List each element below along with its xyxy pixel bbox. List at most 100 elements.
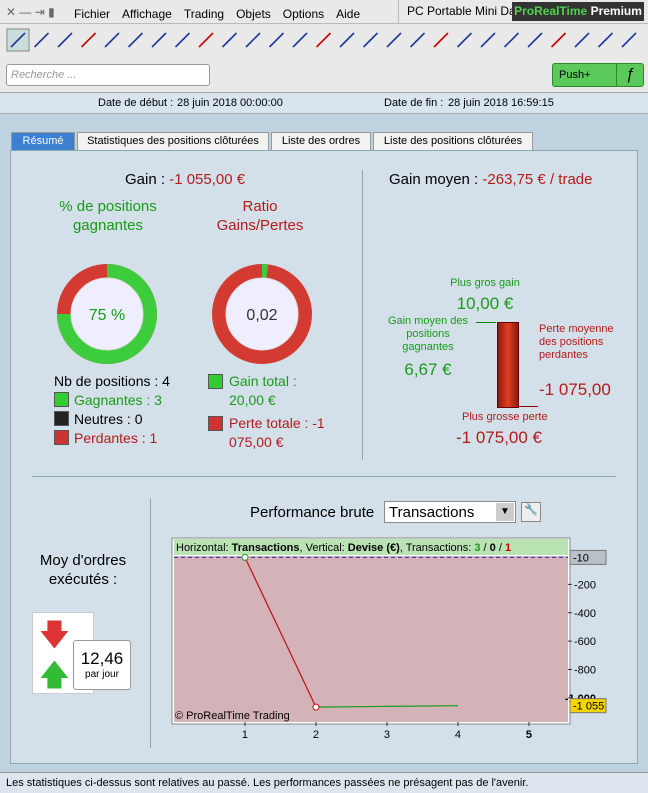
toolbar-bg (0, 24, 648, 58)
header-part: / (481, 542, 490, 554)
brand-name: ProRealTime (514, 4, 588, 18)
best-gain: 10,00 € (456, 294, 514, 313)
best-gain-label: Plus gros gain (450, 277, 520, 289)
tool-icon[interactable] (268, 32, 285, 48)
tool-icon[interactable] (57, 32, 73, 48)
tool-icon[interactable] (597, 32, 614, 48)
y-tick-label: -600 (574, 636, 596, 648)
loss-bar (497, 322, 519, 408)
avg-gain-label: Gain moyen : (389, 171, 479, 188)
header-part: Devise (€) (348, 542, 400, 554)
chart-header-text: Horizontal: Transactions, Vertical: Devi… (176, 542, 511, 554)
tool-icon[interactable] (151, 32, 167, 48)
count-wins: Gagnantes : 3 (54, 391, 170, 410)
y-tick-label: -400 (574, 608, 596, 620)
plot-area (174, 556, 568, 722)
count-total: Nb de positions : 4 (54, 373, 170, 389)
gain-pointer (476, 322, 496, 323)
toolbar (0, 24, 648, 58)
tool-icon[interactable] (33, 32, 50, 48)
tool-icon[interactable] (550, 32, 567, 48)
value-marker (569, 549, 607, 565)
menu: Fichier Affichage Trading Objets Options Aide (74, 5, 372, 23)
function-button[interactable]: ƒ (616, 63, 644, 87)
point (312, 703, 320, 711)
y-tick-label: -800 (574, 665, 596, 677)
value-marker-label: -10 (573, 552, 589, 564)
start-label: Date de début : (98, 97, 174, 109)
total-gain-text: Gain total : 20,00 € (229, 373, 297, 408)
menu-item[interactable]: Aide (336, 7, 361, 21)
tool-icon[interactable] (198, 32, 214, 48)
count-losses-text: Perdantes : 1 (74, 430, 158, 446)
chart-header (174, 539, 568, 555)
window-controls[interactable]: ✕ — ⇥ ▮ (6, 5, 55, 19)
header-part: 3 (474, 542, 480, 554)
tool-icon[interactable] (174, 32, 191, 48)
tool-icon[interactable] (574, 32, 590, 48)
push-button[interactable]: Push+ (552, 63, 620, 87)
tool-icon[interactable] (292, 32, 308, 48)
tool-icon[interactable] (10, 32, 26, 48)
tool-icon[interactable] (527, 32, 543, 48)
footer: Les statistiques ci-dessus sont relative… (0, 772, 648, 793)
tab[interactable]: Résumé (11, 132, 75, 150)
donut-center (70, 277, 144, 351)
count-neutral-text: Neutres : 0 (74, 411, 143, 427)
menu-item[interactable]: Trading (183, 7, 225, 21)
tool-icon[interactable] (386, 32, 402, 48)
total-loss: Perte totale : -1 075,00 € (208, 414, 328, 452)
end-label: Date de fin : (384, 97, 444, 109)
count-neutral: Neutres : 0 (54, 410, 170, 429)
x-tick-label: 1 (242, 729, 248, 741)
tool-icon[interactable] (80, 32, 97, 48)
tool-icon[interactable] (503, 32, 520, 48)
tool-icon[interactable] (245, 32, 261, 48)
orders-title: Moy d'ordres exécutés : (39, 552, 127, 588)
tab[interactable]: Liste des positions clôturées (373, 132, 533, 150)
tab[interactable]: Liste des ordres (271, 132, 371, 150)
menu-item[interactable]: Affichage (122, 7, 172, 21)
search-box[interactable]: Recherche ... (6, 64, 210, 86)
tool-icon[interactable] (315, 32, 332, 48)
menu-item[interactable]: Options (282, 7, 325, 21)
tool-icon[interactable] (339, 32, 355, 48)
start-date: 28 juin 2018 00:00:00 (177, 97, 283, 109)
search-row: Recherche ... Push+ ƒ (0, 58, 648, 93)
brand: ProRealTime Premium (512, 2, 644, 21)
equity-line (386, 705, 458, 707)
copyright: © ProRealTime Trading (175, 710, 290, 722)
win-title: % de positions gagnantes (59, 198, 157, 234)
x-tick-label: 4 (455, 729, 461, 741)
tool-icon[interactable] (127, 32, 144, 48)
total-gain: Gain total : 20,00 € (208, 372, 318, 410)
tool-icon[interactable] (433, 32, 449, 48)
equity-line (315, 705, 387, 708)
x-tick-label: 5 (526, 729, 532, 741)
menu-item[interactable]: Objets (236, 7, 271, 21)
tab[interactable]: Statistiques des positions clôturées (77, 132, 269, 150)
x-tick-label: 3 (384, 729, 390, 741)
header-part: , Transactions: (400, 542, 475, 554)
menu-item[interactable]: Fichier (74, 7, 111, 21)
tool-icon[interactable] (362, 32, 379, 48)
tool-icon[interactable] (480, 32, 496, 48)
header-part: 1 (505, 542, 511, 554)
tool-icon[interactable] (621, 32, 637, 48)
settings-button[interactable]: 🔧 (521, 502, 541, 522)
performance-dropdown[interactable]: Transactions ▼ (384, 501, 516, 523)
tool-icon[interactable] (409, 32, 426, 48)
window-title: PC Portable Mini Dax (398, 0, 522, 23)
brand-edition: Premium (590, 4, 642, 18)
tool-icon[interactable] (456, 32, 473, 48)
worst-loss: -1 075,00 € (456, 428, 543, 447)
header-part: Horizontal: (176, 542, 232, 554)
tool-icon[interactable] (221, 32, 238, 48)
gain-label: Gain : (125, 171, 166, 188)
donut-gain (57, 264, 157, 364)
avg-loss-label: Perte moyenne des positions perdantes (539, 323, 614, 361)
dropdown-value: Transactions (389, 504, 475, 521)
tool-icon[interactable] (104, 32, 120, 48)
